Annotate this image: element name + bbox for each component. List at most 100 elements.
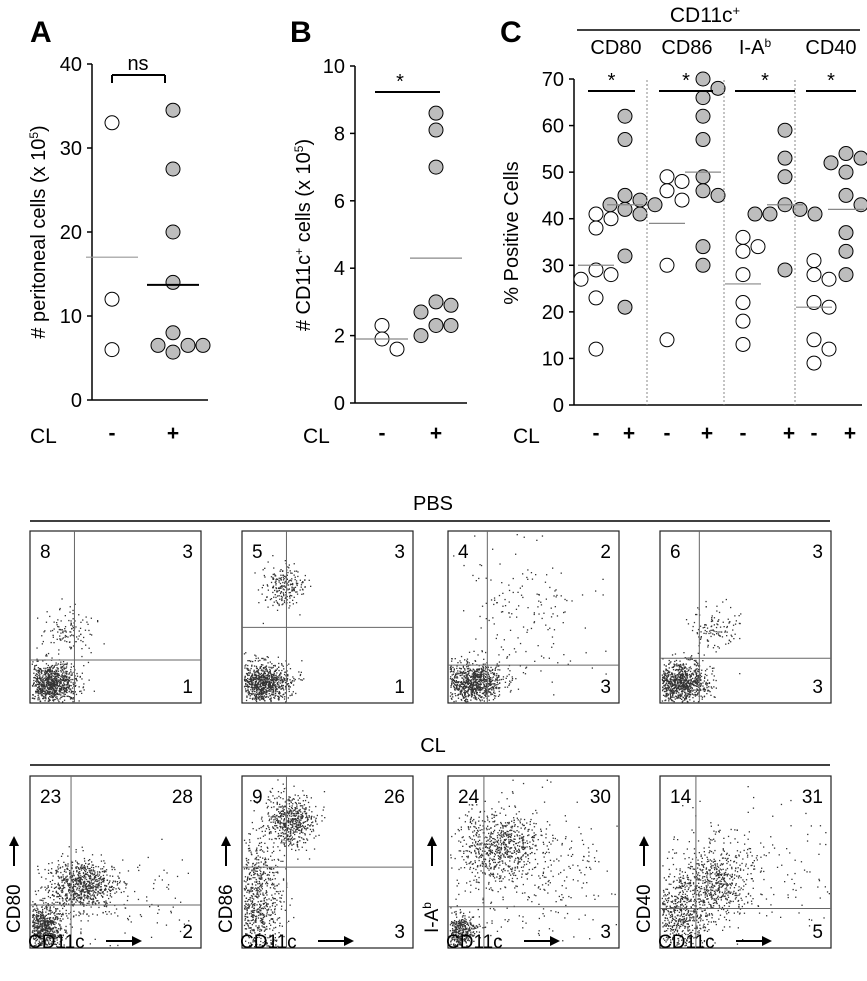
flow-event — [456, 686, 458, 688]
flow-event — [462, 683, 464, 685]
flow-event — [90, 617, 92, 619]
flow-event — [43, 916, 45, 918]
flow-event — [66, 662, 68, 664]
flow-event — [36, 918, 38, 920]
flow-event — [302, 593, 305, 595]
flow-event — [702, 685, 704, 687]
flow-event — [701, 698, 703, 700]
flow-event — [278, 669, 280, 672]
flow-event — [47, 668, 49, 671]
flow-event — [267, 672, 269, 674]
flow-event — [53, 692, 56, 695]
panel-c-point-cl — [792, 201, 808, 217]
flow-event — [35, 669, 37, 671]
flow-event — [256, 671, 259, 673]
flow-event — [40, 935, 42, 937]
flow-event — [286, 670, 288, 672]
flow-event — [465, 679, 467, 681]
flow-event — [308, 579, 310, 581]
flow-event — [718, 634, 720, 636]
flow-event — [246, 673, 248, 676]
flow-event — [280, 678, 283, 680]
flow-event — [70, 648, 72, 650]
flow-event — [463, 685, 465, 687]
flow-event — [71, 672, 73, 674]
panel-b-y-tick-label: 4 — [334, 258, 345, 280]
flow-event — [49, 686, 51, 688]
flow-event — [55, 909, 57, 911]
flow-event — [45, 670, 47, 672]
flow-event — [278, 675, 280, 677]
flow-event — [60, 890, 62, 892]
flow-event — [69, 641, 71, 643]
flow-event — [46, 681, 48, 683]
panel-c-point-cl — [838, 146, 854, 162]
flow-event — [482, 680, 484, 682]
flow-event — [37, 686, 39, 689]
flow-event — [67, 695, 69, 697]
flow-event — [45, 940, 47, 942]
flow-event — [695, 682, 697, 684]
panel-c-header: CD11c+ — [670, 3, 740, 28]
flow-event — [39, 930, 41, 932]
flow-event — [712, 670, 714, 672]
flow-event — [289, 597, 291, 599]
flow-event — [52, 675, 54, 677]
flow-event — [674, 675, 676, 678]
flow-event — [47, 922, 49, 924]
flow-event — [280, 577, 282, 579]
flow-event — [50, 666, 52, 669]
flow-event — [62, 678, 65, 681]
flow-event — [694, 679, 696, 682]
flow-event — [63, 630, 65, 632]
flow-event — [473, 678, 475, 681]
flow-event — [70, 663, 73, 665]
flow-event — [496, 663, 498, 665]
flow-event — [263, 659, 265, 661]
flow-event — [602, 578, 604, 580]
flow-event — [474, 689, 477, 691]
flow-event — [684, 697, 686, 700]
flow-event — [41, 906, 43, 908]
flow-event — [57, 693, 59, 695]
flow-event — [61, 665, 63, 668]
flow-event — [36, 689, 39, 691]
panel-c-y-tick-label: 20 — [542, 302, 564, 324]
flow-event — [78, 889, 80, 891]
flow-event — [526, 631, 528, 633]
flow-event — [38, 927, 41, 929]
flow-event — [86, 886, 88, 888]
flow-event — [70, 688, 72, 690]
flow-event — [285, 688, 287, 690]
flow-event — [461, 699, 463, 701]
flow-event — [460, 689, 463, 691]
flow-event — [35, 893, 37, 896]
flow-event — [45, 683, 47, 685]
flow-event — [41, 670, 43, 672]
flow-event — [263, 682, 266, 685]
flow-event — [262, 698, 265, 701]
flow-event — [473, 694, 475, 697]
flow-event — [495, 678, 497, 680]
flow-event — [45, 923, 47, 925]
flow-event — [474, 678, 476, 680]
flow-event — [460, 681, 462, 683]
flow-event — [35, 940, 37, 942]
flow-event — [686, 682, 688, 684]
flow-event — [255, 667, 258, 669]
flow-event — [506, 686, 509, 688]
flow-event — [257, 589, 260, 591]
flow-event — [72, 682, 74, 684]
flow-event — [283, 600, 286, 602]
flow-event — [43, 929, 45, 931]
flow-event — [44, 696, 47, 698]
flow-event — [291, 694, 293, 696]
flow-event — [264, 667, 266, 669]
flow-event — [297, 571, 299, 573]
panel-c-point-control — [674, 192, 690, 208]
flow-event — [474, 677, 476, 679]
flow-event — [50, 929, 52, 931]
flow-event — [42, 678, 44, 680]
flow-event — [458, 667, 461, 669]
flow-event — [44, 907, 46, 910]
